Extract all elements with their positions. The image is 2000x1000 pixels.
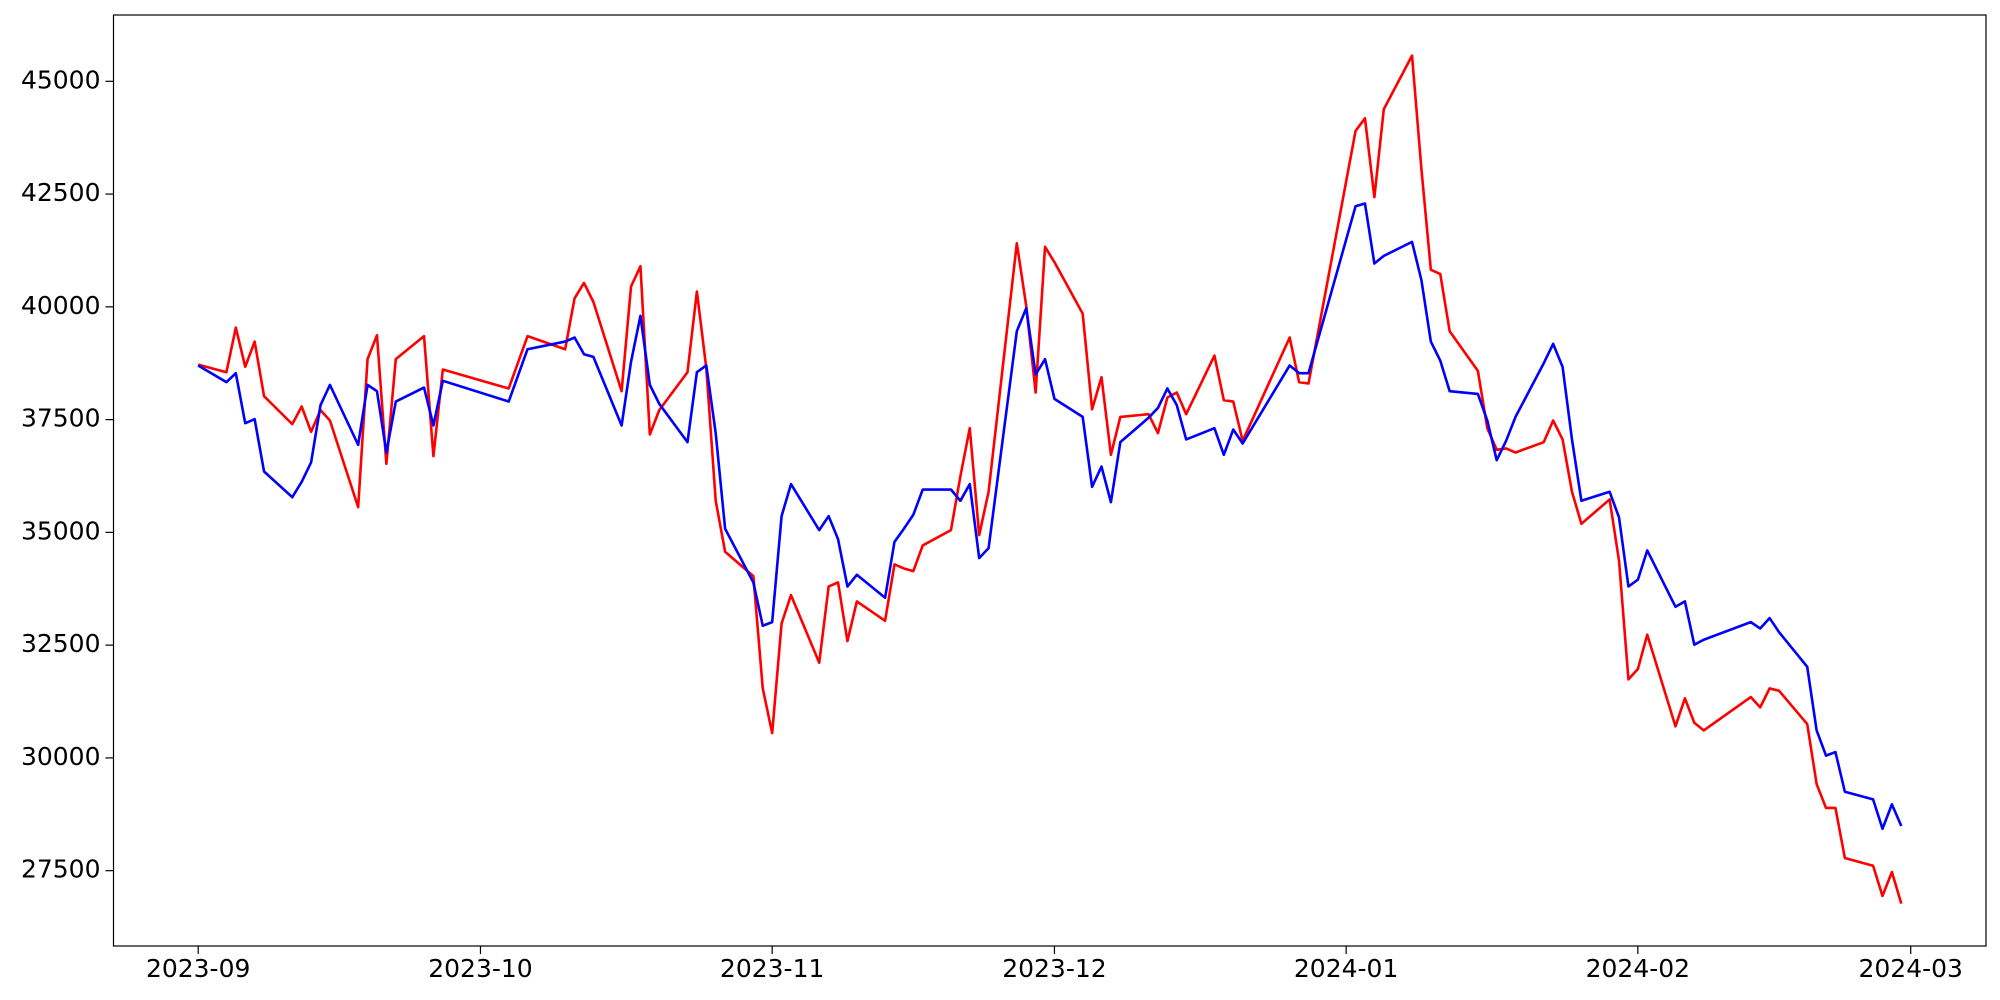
y-tick-label: 30000 [21,742,101,771]
x-tick-label: 2023-10 [428,954,532,983]
x-tick-label: 2024-02 [1586,954,1690,983]
x-tick-label: 2024-03 [1858,954,1962,983]
y-tick-label: 37500 [21,404,101,433]
plot-frame [112,14,1987,947]
line-series [197,54,1903,904]
y-tick-label: 27500 [21,855,101,884]
x-tick-label: 2023-12 [1002,954,1106,983]
x-tick-label: 2023-09 [146,954,250,983]
y-tick-label: 32500 [21,629,101,658]
y-tick-label: 35000 [21,516,101,545]
y-tick-label: 45000 [21,65,101,94]
x-tick-label: 2023-11 [720,954,824,983]
y-tick-label: 42500 [21,178,101,207]
line-series [197,202,1903,831]
x-tick-label: 2024-01 [1294,954,1398,983]
y-tick-label: 40000 [21,291,101,320]
